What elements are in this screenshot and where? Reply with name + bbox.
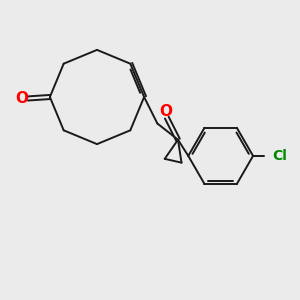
Text: Cl: Cl <box>272 149 287 163</box>
Text: O: O <box>159 103 172 118</box>
Text: O: O <box>15 91 28 106</box>
